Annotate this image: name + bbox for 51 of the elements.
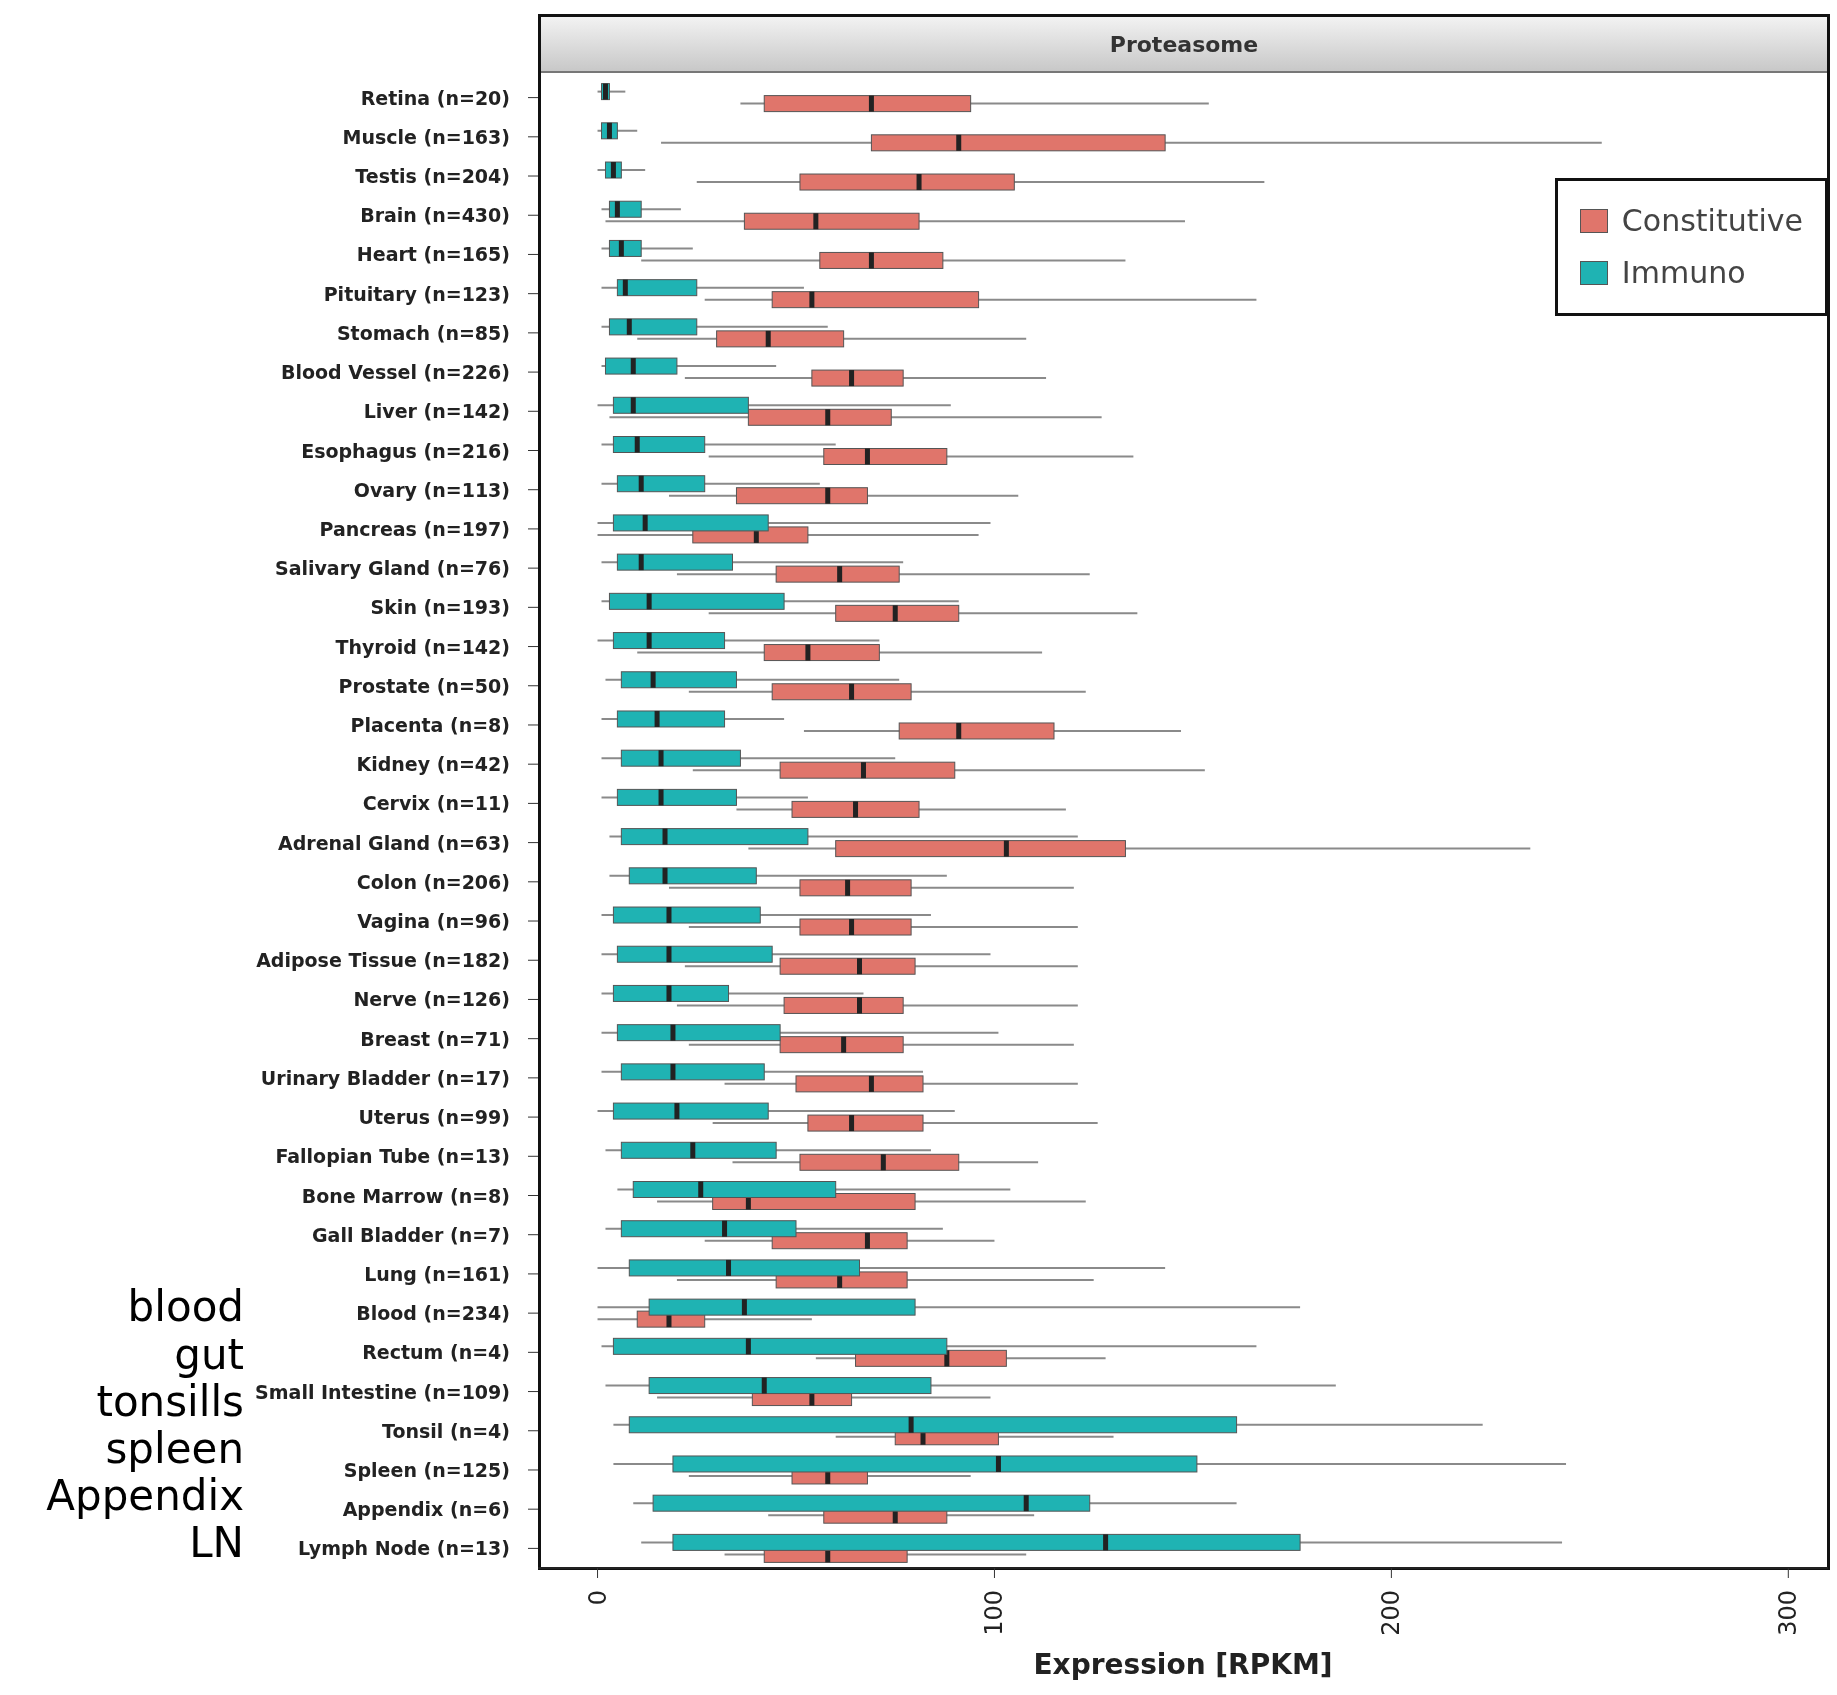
y-tick-label: Skin (n=193) xyxy=(370,596,510,619)
y-tick-label: Colon (n=206) xyxy=(356,870,510,893)
y-tick-label: Uterus (n=99) xyxy=(358,1106,510,1129)
y-tick-label: Heart (n=165) xyxy=(356,243,510,266)
y-tick-label: Stomach (n=85) xyxy=(336,321,510,344)
text: blood xyxy=(127,1282,244,1332)
y-tick-label: Esophagus (n=216) xyxy=(301,439,510,462)
text: gut xyxy=(174,1329,244,1379)
y-tick-label: Rectum (n=4) xyxy=(362,1341,510,1364)
y-tick-label: Adrenal Gland (n=63) xyxy=(278,831,510,854)
y-tick-label: Testis (n=204) xyxy=(355,165,510,188)
y-tick-label: Blood (n=234) xyxy=(356,1302,510,1325)
y-tick-label: Bone Marrow (n=8) xyxy=(301,1184,510,1207)
y-tick-label: Urinary Bladder (n=17) xyxy=(260,1066,510,1089)
text: LN xyxy=(189,1518,244,1568)
y-tick-label: Retina (n=20) xyxy=(360,86,510,109)
x-axis-title: Expression [RPKM] xyxy=(1033,1648,1333,1681)
x-tick-label: 300 xyxy=(1774,1590,1803,1636)
y-tick-label: Brain (n=430) xyxy=(360,204,510,227)
y-tick-label: Kidney (n=42) xyxy=(356,753,510,776)
x-tick-label: 200 xyxy=(1377,1590,1406,1636)
y-tick-label: Ovary (n=113) xyxy=(353,478,510,501)
y-tick-label: Pituitary (n=123) xyxy=(323,282,510,305)
y-tick-label: Prostate (n=50) xyxy=(338,674,510,697)
y-tick-label: Lymph Node (n=13) xyxy=(297,1537,510,1560)
legend-label: Immuno xyxy=(1621,254,1746,292)
y-tick-label: Nerve (n=126) xyxy=(353,988,510,1011)
y-tick-label: Blood Vessel (n=226) xyxy=(281,361,510,384)
text: spleen xyxy=(105,1423,244,1473)
x-tick-label: 0 xyxy=(583,1590,612,1606)
y-tick-label: Vagina (n=96) xyxy=(357,910,510,933)
y-tick-label: Small Intestine (n=109) xyxy=(255,1380,510,1403)
y-tick-label: Muscle (n=163) xyxy=(342,125,510,148)
y-tick-label: Liver (n=142) xyxy=(363,400,510,423)
y-tick-label: Salivary Gland (n=76) xyxy=(274,557,510,580)
legend-label: Constitutive xyxy=(1621,202,1803,240)
y-tick-label: Appendix (n=6) xyxy=(342,1498,510,1521)
y-tick-label: Adipose Tissue (n=182) xyxy=(256,949,510,972)
y-tick-label: Spleen (n=125) xyxy=(343,1458,510,1481)
text: Appendix xyxy=(46,1471,244,1521)
x-tick-label: 100 xyxy=(980,1590,1009,1636)
y-tick-label: Cervix (n=11) xyxy=(362,792,510,815)
y-tick-label: Fallopian Tube (n=13) xyxy=(275,1145,510,1168)
y-tick-label: Placenta (n=8) xyxy=(350,713,510,736)
y-tick-label: Pancreas (n=197) xyxy=(319,517,510,540)
chart-title: Proteasome xyxy=(541,17,1827,73)
y-tick-label: Breast (n=71) xyxy=(360,1027,510,1050)
y-tick-label: Gall Bladder (n=7) xyxy=(312,1223,510,1246)
y-tick-label: Lung (n=161) xyxy=(364,1262,510,1285)
y-tick-label: Tonsil (n=4) xyxy=(382,1419,510,1442)
y-tick-label: Thyroid (n=142) xyxy=(335,635,510,658)
